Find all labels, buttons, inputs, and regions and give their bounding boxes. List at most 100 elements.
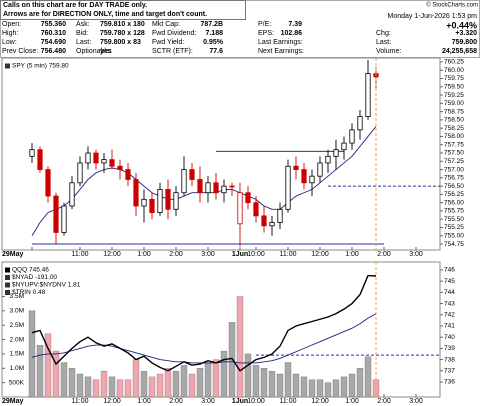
legend-label: QQQ 745.46	[12, 267, 49, 274]
x-tick-label: 1:00	[137, 251, 151, 258]
candle-body	[341, 142, 347, 151]
moving-average	[31, 126, 377, 237]
x-tick-label: 1:00	[345, 251, 359, 258]
quote-value: 759.810 x 180	[100, 21, 145, 28]
volume-bar	[180, 365, 188, 398]
quote-value: 759.800	[452, 39, 477, 46]
candle-body	[213, 182, 219, 194]
candle-body	[277, 208, 283, 223]
quote-label: Next Earnings:	[258, 48, 304, 55]
volume-bar	[108, 376, 116, 398]
quote-value: 7.39	[288, 21, 302, 28]
quote-value: 760.310	[41, 30, 66, 37]
x-tick-label: 2:00	[377, 398, 391, 405]
candle-body	[141, 198, 147, 207]
y-tick-label: 758.00	[444, 133, 464, 140]
candle-body	[285, 165, 291, 210]
quote-value: 759.780 x 128	[100, 30, 145, 37]
candle-body	[109, 159, 115, 167]
legend-label: $NYUPV:$NYDNV 1.81	[12, 282, 81, 289]
candle-body	[309, 175, 315, 184]
volume-bar	[252, 365, 260, 398]
volume-bar	[268, 370, 276, 398]
volume-bar	[276, 373, 284, 398]
legend-swatch	[5, 275, 10, 280]
price-line	[31, 274, 377, 372]
x-tick-label: 12:00	[311, 251, 329, 258]
volume-bar	[220, 350, 228, 398]
y2-tick-label: 1.5M	[10, 351, 24, 358]
quote-value: 759.800 x 83	[100, 39, 141, 46]
volume-bar	[212, 359, 220, 398]
y-tick-label: 758.75	[444, 108, 464, 115]
volume-bar	[292, 373, 300, 398]
candle-body	[53, 195, 59, 233]
volume-bar	[236, 296, 244, 398]
y2-tick-label: 500K	[9, 379, 25, 386]
x-tick-label: 2:00	[169, 251, 183, 258]
volume-bar	[68, 368, 76, 398]
candle-body	[101, 159, 107, 164]
candle-body	[269, 222, 275, 227]
quote-label: Last:	[76, 39, 91, 46]
volume-bar	[28, 310, 36, 398]
x-tick-label: 12:00	[103, 398, 121, 405]
volume-bar	[124, 379, 132, 398]
volume-bar	[36, 345, 44, 398]
candle-body	[197, 179, 203, 194]
volume-bar	[340, 376, 348, 398]
candle-body	[173, 192, 179, 210]
note-box	[0, 0, 246, 20]
y2-tick-label: 2.5M	[10, 322, 24, 329]
y-tick-label: 746	[444, 267, 455, 274]
y-tick-label: 759.00	[444, 100, 464, 107]
y-tick-label: 754.75	[444, 241, 464, 248]
candle-body	[349, 129, 355, 144]
y-tick-label: 758.25	[444, 125, 464, 132]
quote-value: +3.320	[455, 30, 477, 37]
quote-label: High:	[2, 30, 18, 37]
y-tick-label: 756.25	[444, 191, 464, 198]
y-tick-label: 755.75	[444, 208, 464, 215]
candle-body	[293, 165, 299, 170]
y-tick-label: 758.50	[444, 117, 464, 124]
quote-label: Bid:	[76, 30, 88, 37]
quote-label: Fwd Yield:	[152, 39, 184, 46]
x-tick-label: 11:00	[72, 398, 89, 405]
candle-body	[117, 165, 123, 170]
quote-label: Fwd Dividend:	[152, 30, 196, 37]
volume-bar	[76, 373, 84, 398]
quote-label: SCTR (ETF):	[152, 48, 193, 55]
candle-body	[61, 205, 67, 233]
y-tick-label: 755.25	[444, 224, 464, 231]
x-tick-label: 12:00	[103, 251, 121, 258]
quote-value: 77.6	[209, 48, 223, 55]
x-tick-label: 29May	[2, 398, 24, 405]
note-line: Arrows are for DIRECTION ONLY, time and …	[3, 11, 207, 18]
candle-body	[77, 162, 83, 184]
legend-label: SPY (5 min) 759.80	[12, 63, 69, 70]
volume-bar	[156, 373, 164, 398]
candle-body	[317, 162, 323, 177]
candle-body	[333, 149, 339, 157]
y-tick-label: 759.50	[444, 84, 464, 91]
volume-bar	[316, 379, 324, 398]
volume-bar	[260, 368, 268, 398]
volume-bar	[324, 382, 332, 398]
candle-body	[365, 73, 371, 117]
volume-bar	[52, 350, 60, 398]
y-tick-label: 742	[444, 311, 455, 318]
volume-bar	[284, 362, 292, 398]
volume-bar	[116, 379, 124, 398]
quote-label: P/E:	[258, 21, 271, 28]
y2-tick-label: 3.0M	[10, 308, 24, 315]
x-tick-label: 1:00	[137, 398, 151, 405]
volume-bar	[332, 379, 340, 398]
candle-body	[205, 182, 211, 194]
candle-body	[221, 185, 227, 194]
y-tick-label: 760.00	[444, 67, 464, 74]
quote-value: 102.86	[281, 30, 303, 37]
y-tick-label: 736	[444, 379, 455, 386]
quote-label: Mkt Cap:	[152, 21, 180, 28]
x-tick-label: 11:00	[72, 251, 89, 258]
